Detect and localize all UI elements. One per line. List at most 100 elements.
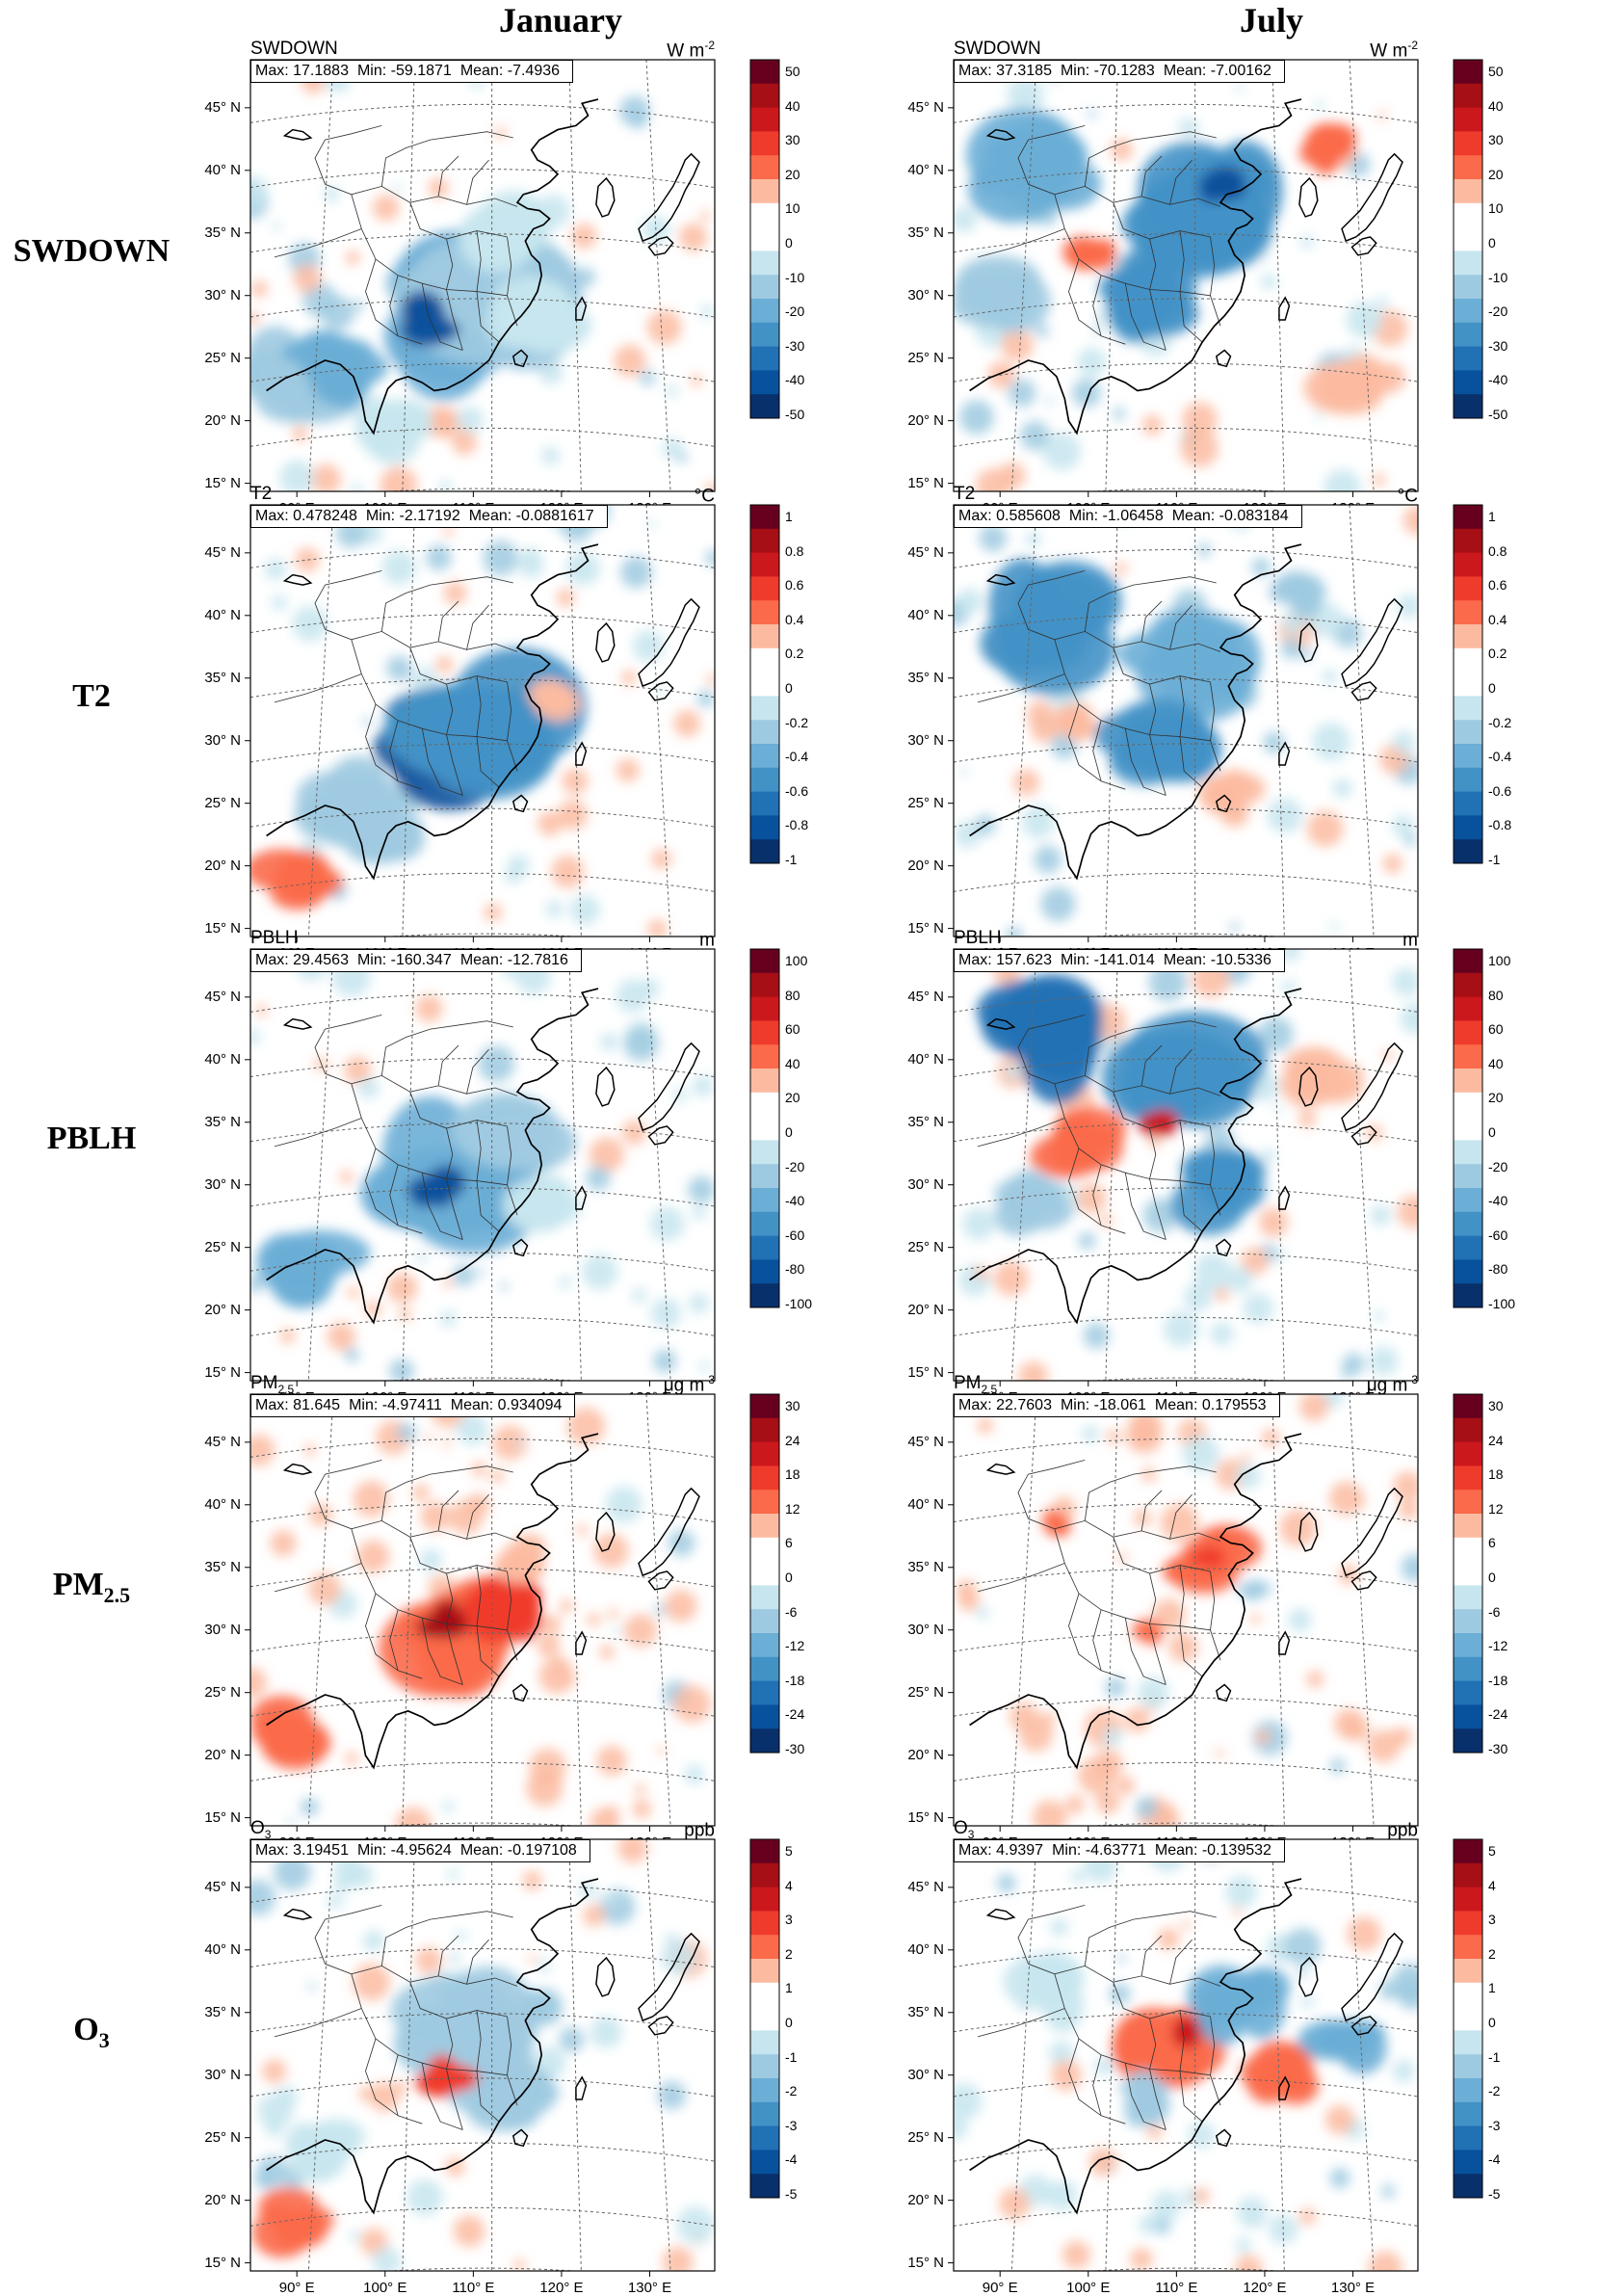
colorbar-tick-label: -3 — [1488, 2117, 1501, 2133]
colorbar-tick-label: 24 — [1488, 1432, 1504, 1448]
latitude-label: 25° N — [204, 1238, 241, 1255]
colorbar-tick-label: -4 — [785, 2151, 798, 2168]
stat-value: -160.347 — [390, 952, 452, 968]
colorbar-tick-label: 1 — [1488, 1980, 1496, 1996]
latitude-label: 20° N — [204, 857, 241, 874]
latitude-label: 45° N — [204, 1878, 241, 1895]
colorbar-tick-label: 1 — [1488, 509, 1496, 524]
stat-mean: Mean: -12.7816 — [460, 952, 568, 968]
colorbar-tick-label: 2 — [1488, 1945, 1496, 1962]
stat-value: -4.97411 — [381, 1397, 442, 1413]
colorbar-tick-label: -0.4 — [1488, 749, 1512, 765]
stat-max: Max: 3.19451 — [255, 1842, 349, 1859]
stat-max: Max: 0.478248 — [255, 508, 357, 524]
map-plot — [948, 948, 1483, 1386]
latitude-label: 30° N — [204, 286, 241, 303]
unit-label: °C — [1318, 484, 1418, 507]
latitude-label: 25° N — [907, 349, 944, 366]
row-label-sub: 2.5 — [103, 1582, 131, 1607]
colorbar-tick-label: -12 — [785, 1638, 805, 1654]
latitude-label: 20° N — [907, 1746, 944, 1763]
colorbar-tick-label: -30 — [785, 1741, 805, 1756]
variable-name: PBLH — [250, 928, 299, 951]
stat-value: 17.1883 — [293, 63, 349, 79]
stat-min: Min: -18.061 — [1061, 1397, 1146, 1413]
variable-main: T2 — [250, 484, 273, 504]
colorbar-tick-label: 0.4 — [785, 611, 804, 627]
row-label: T2 — [0, 678, 183, 720]
variable-name: PBLH — [954, 928, 1002, 951]
stat-value: 37.3185 — [996, 63, 1052, 79]
latitude-label: 40° N — [204, 606, 241, 623]
latitude-label: 35° N — [907, 1558, 944, 1575]
latitude-label: 45° N — [907, 1878, 944, 1895]
unit-main: μg m — [663, 1375, 705, 1396]
colorbar-tick-label: 0.6 — [1488, 577, 1507, 594]
latitude-label: 35° N — [907, 669, 944, 686]
stat-label: Min: — [1068, 508, 1099, 524]
colorbar-tick-label: -6 — [1488, 1603, 1501, 1620]
stat-value: -0.083184 — [1219, 508, 1289, 524]
stat-value: -59.1871 — [390, 63, 452, 79]
latitude-label: 25° N — [907, 794, 944, 811]
colorbar-tick-label: -10 — [1488, 269, 1508, 285]
colorbar-tick-label: 20 — [1488, 166, 1504, 182]
colorbar-tick-label: -30 — [1488, 1741, 1508, 1756]
variable-main: O — [250, 1818, 265, 1838]
latitude-label: 35° N — [204, 1113, 241, 1130]
colorbar-tick-label: 0 — [1488, 680, 1496, 696]
stat-label: Max: — [255, 952, 289, 968]
map-panel: T2 °C Max: 0.585608 Min: -1.06458 Mean: -0.0… — [865, 484, 1578, 962]
stat-max: Max: 37.3185 — [958, 63, 1052, 79]
latitude-label: 20° N — [204, 411, 241, 429]
colorbar-tick-label: -100 — [785, 1296, 813, 1311]
colorbar-tick-label: 0.6 — [785, 577, 804, 594]
colorbar-tick-label: -24 — [785, 1706, 805, 1723]
colorbar-tick-label: 3 — [785, 1912, 793, 1928]
latitude-label: 40° N — [907, 606, 944, 623]
latitude-label: 40° N — [204, 161, 241, 178]
colorbar-tick-label: 20 — [1488, 1090, 1504, 1106]
latitude-label: 40° N — [907, 1050, 944, 1068]
latitude-label: 15° N — [907, 1808, 944, 1826]
latitude-label: 25° N — [907, 1238, 944, 1255]
column-title-january: January — [498, 1, 623, 40]
stat-value: -4.95624 — [390, 1842, 452, 1859]
colorbar-tick-label: -12 — [1488, 1638, 1508, 1654]
latitude-label: 40° N — [907, 1940, 944, 1958]
stat-label: Mean: — [1163, 63, 1207, 79]
stat-mean: Mean: -0.0881617 — [469, 508, 594, 524]
unit-main: W m — [667, 40, 705, 62]
unit-main: ppb — [684, 1820, 715, 1841]
stat-max: Max: 17.1883 — [255, 63, 349, 79]
colorbar-tick-label: -40 — [1488, 372, 1508, 388]
variable-main: O — [954, 1818, 968, 1838]
colorbar-tick-label: -0.6 — [1488, 782, 1512, 799]
colorbar-tick-label: -40 — [785, 372, 805, 388]
variable-name: PM2.5 — [954, 1373, 997, 1396]
longitude-label: 100° E — [1066, 2280, 1111, 2296]
stat-min: Min: -70.1283 — [1061, 63, 1155, 79]
latitude-label: 25° N — [204, 2128, 241, 2146]
colorbar-tick-label: -0.6 — [785, 782, 809, 799]
row-label: PBLH — [0, 1121, 183, 1162]
stat-value: 4.9397 — [996, 1842, 1044, 1859]
colorbar-tick-label: 0.8 — [785, 542, 804, 559]
colorbar-tick-label: -60 — [785, 1227, 805, 1243]
colorbar-tick-label: 20 — [785, 166, 800, 182]
latitude-label: 40° N — [907, 161, 944, 178]
colorbar-tick-label: 18 — [1488, 1466, 1504, 1483]
colorbar-tick-label: -1 — [1488, 2048, 1501, 2065]
colorbar-tick-label: -2 — [785, 2083, 798, 2099]
stat-label: Max: — [958, 1397, 992, 1413]
stats-box: Max: 81.645 Min: -4.97411 Mean: 0.934094 — [250, 1394, 576, 1417]
map-panel: O3 ppb Max: 3.19451 Min: -4.95624 Mean: -0.1… — [162, 1818, 875, 2296]
stat-label: Min: — [1060, 1397, 1090, 1413]
colorbar-tick-label: 10 — [1488, 200, 1504, 217]
longitude-label: 130° E — [627, 2280, 672, 2296]
colorbar-tick-label: -5 — [1488, 2186, 1501, 2202]
colorbar-tick-label: 0 — [785, 235, 793, 251]
stat-value: 22.7603 — [996, 1397, 1052, 1413]
colorbar-tick-label: 40 — [785, 1055, 800, 1071]
stat-label: Mean: — [1154, 1397, 1198, 1413]
